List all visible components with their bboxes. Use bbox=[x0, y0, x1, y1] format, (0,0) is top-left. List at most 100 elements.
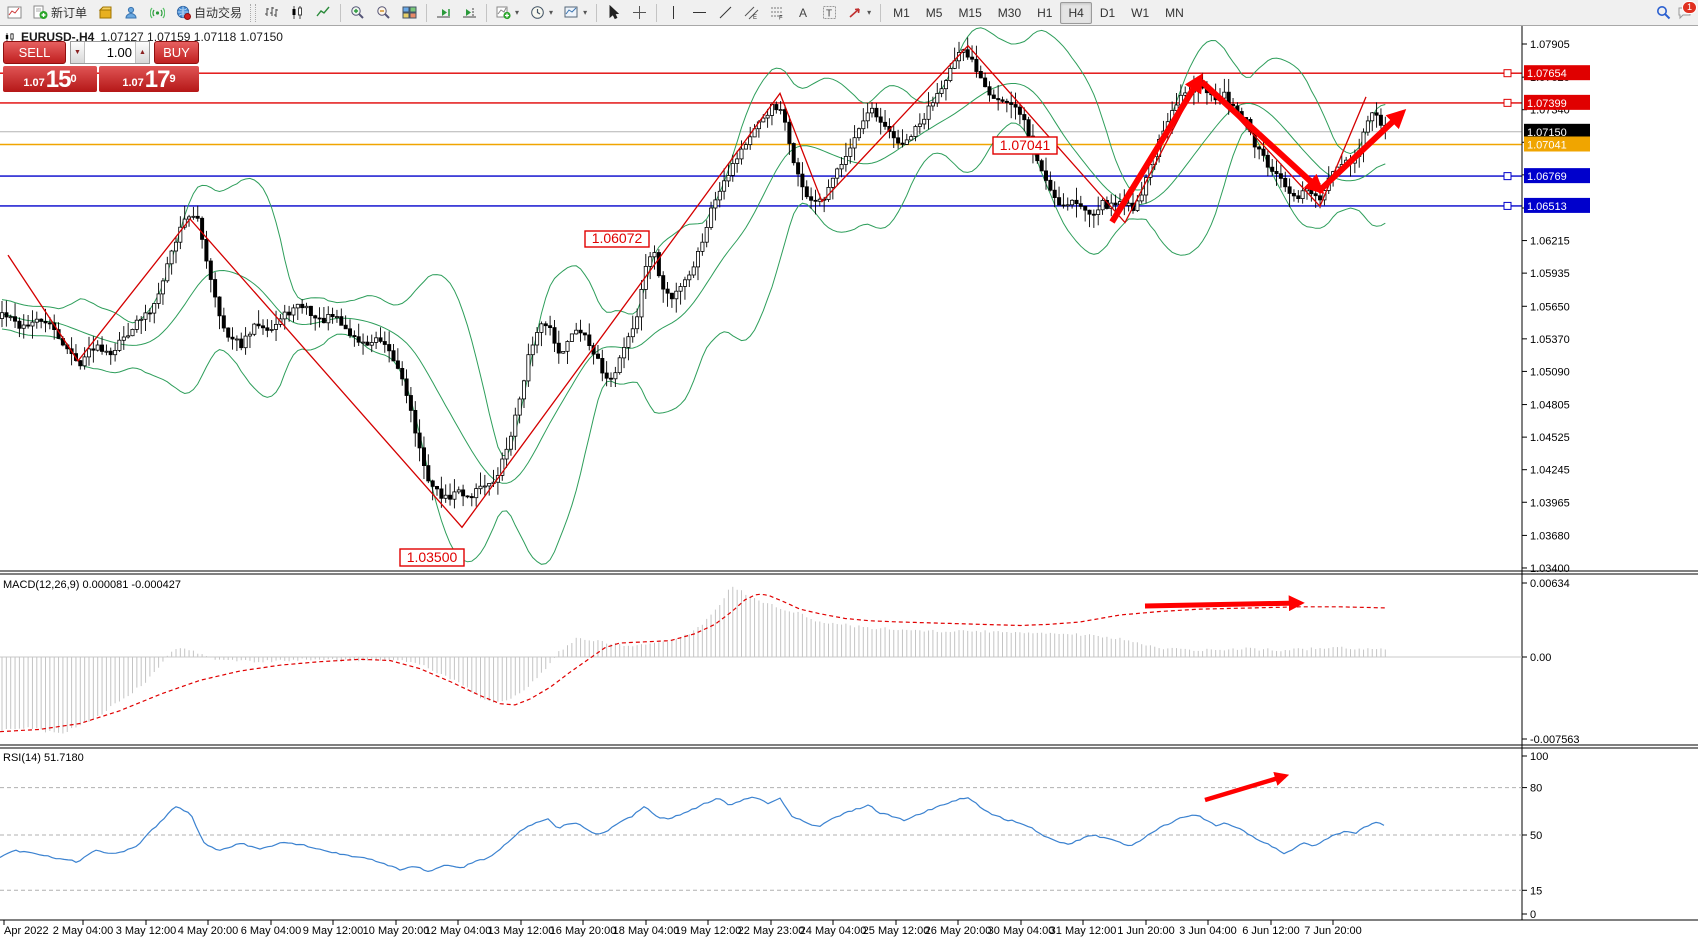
chat-badge: 1 bbox=[1681, 1, 1697, 14]
community-icon[interactable] bbox=[119, 3, 144, 23]
macd-pane: MACD(12,26,9) 0.000081 -0.000427 0.00634 0… bbox=[0, 578, 1580, 746]
volume-decrease-button[interactable]: ▼ bbox=[71, 42, 85, 63]
svg-text:0: 0 bbox=[1530, 909, 1536, 921]
price-levels bbox=[0, 72, 1522, 207]
svg-text:6 Jun 12:00: 6 Jun 12:00 bbox=[1242, 925, 1300, 937]
svg-text:1 Jun 20:00: 1 Jun 20:00 bbox=[1117, 925, 1175, 937]
indicators-icon[interactable]: ▾ bbox=[491, 3, 524, 23]
text-tool-icon[interactable]: A bbox=[791, 3, 816, 23]
timeframe-D1[interactable]: D1 bbox=[1099, 5, 1116, 20]
cursor-icon[interactable] bbox=[601, 3, 626, 23]
autotrading-icon bbox=[176, 5, 192, 20]
label-tool-icon[interactable]: T bbox=[817, 3, 842, 23]
one-click-trading-panel: SELL ▼ ▲ BUY 1.07 15 0 1.07 17 9 bbox=[3, 41, 199, 92]
svg-text:RSI(14) 51.7180: RSI(14) 51.7180 bbox=[3, 752, 84, 764]
svg-text:F: F bbox=[779, 16, 783, 21]
timeframe-M15[interactable]: M15 bbox=[958, 5, 982, 20]
channel-tool-icon[interactable]: E bbox=[739, 3, 764, 23]
timeframe-M1[interactable]: M1 bbox=[893, 5, 910, 20]
svg-text:1.04805: 1.04805 bbox=[1530, 400, 1570, 412]
market-icon[interactable] bbox=[93, 3, 118, 23]
periods-caret[interactable]: ▾ bbox=[549, 8, 554, 17]
indicators-caret[interactable]: ▾ bbox=[515, 8, 520, 17]
bar-chart-mode-icon[interactable] bbox=[259, 3, 284, 23]
timeframe-W1[interactable]: W1 bbox=[1131, 5, 1150, 20]
new-order-button[interactable]: 新订单 bbox=[28, 3, 92, 23]
svg-text:100: 100 bbox=[1530, 751, 1548, 763]
candlestick-mode-icon[interactable] bbox=[285, 3, 310, 23]
buy-button[interactable]: BUY bbox=[154, 41, 199, 64]
trend-arrows bbox=[1109, 73, 1407, 224]
autotrading-label: 自动交易 bbox=[194, 6, 243, 20]
svg-text:30 May 04:00: 30 May 04:00 bbox=[988, 925, 1055, 937]
auto-scroll-icon[interactable] bbox=[431, 3, 456, 23]
signals-icon[interactable] bbox=[145, 3, 170, 23]
svg-text:E: E bbox=[753, 15, 757, 20]
volume-increase-button[interactable]: ▲ bbox=[135, 42, 149, 63]
chart-shift-icon[interactable] bbox=[457, 3, 482, 23]
timeframe-H4[interactable]: H4 bbox=[1060, 1, 1092, 24]
search-icon[interactable] bbox=[1656, 5, 1671, 20]
svg-text:-0.007563: -0.007563 bbox=[1530, 734, 1580, 746]
timeframe-M5[interactable]: M5 bbox=[925, 5, 943, 20]
toolbar-separator bbox=[426, 3, 428, 22]
trendline-tool-icon[interactable] bbox=[713, 3, 738, 23]
svg-text:1.03965: 1.03965 bbox=[1530, 497, 1570, 509]
svg-text:31 May 12:00: 31 May 12:00 bbox=[1050, 925, 1117, 937]
timeframe-MN[interactable]: MN bbox=[1165, 5, 1184, 20]
svg-text:1.04525: 1.04525 bbox=[1530, 432, 1570, 444]
autotrading-button[interactable]: 自动交易 bbox=[171, 3, 247, 23]
time-axis: Apr 2022 2 May 04:00 3 May 12:00 4 May 20:0… bbox=[3, 920, 1362, 937]
toolbar-separator bbox=[880, 3, 882, 22]
volume-stepper: ▼ ▲ bbox=[70, 41, 150, 64]
rsi-pane: RSI(14) 51.7180 100 80 50 15 0 bbox=[0, 751, 1548, 921]
chart-title: EURUSD-,H4 1.07127 1.07159 1.07118 1.071… bbox=[4, 30, 283, 44]
buy-price-big: 17 bbox=[144, 66, 171, 93]
svg-text:1.07399: 1.07399 bbox=[1527, 98, 1567, 110]
svg-text:25 May 12:00: 25 May 12:00 bbox=[863, 925, 930, 937]
svg-text:1.07041: 1.07041 bbox=[1000, 137, 1051, 153]
arrows-caret[interactable]: ▾ bbox=[867, 8, 872, 17]
timeframe-H1[interactable]: H1 bbox=[1037, 5, 1053, 20]
svg-text:80: 80 bbox=[1530, 783, 1542, 795]
new-order-icon bbox=[33, 5, 48, 19]
zoom-in-icon[interactable] bbox=[345, 3, 370, 23]
templates-caret[interactable]: ▾ bbox=[583, 8, 588, 17]
tile-windows-icon[interactable] bbox=[397, 3, 422, 23]
sell-label: SELL bbox=[18, 45, 51, 60]
svg-text:1.03500: 1.03500 bbox=[407, 549, 458, 565]
timeframe-M30[interactable]: M30 bbox=[997, 5, 1022, 20]
ohlc-values: 1.07127 1.07159 1.07118 1.07150 bbox=[100, 30, 283, 44]
buy-quote[interactable]: 1.07 17 9 bbox=[99, 66, 199, 92]
svg-text:1.05935: 1.05935 bbox=[1530, 268, 1570, 280]
toolbar-grip bbox=[250, 3, 257, 22]
zoom-out-icon[interactable] bbox=[371, 3, 396, 23]
timeframe-group: M1 M5 M15 M30 H1 H4 D1 W1 MN bbox=[885, 1, 1192, 24]
volume-input[interactable] bbox=[85, 42, 135, 63]
svg-text:3 May 12:00: 3 May 12:00 bbox=[116, 925, 177, 937]
svg-text:1.04245: 1.04245 bbox=[1530, 465, 1570, 477]
fibonacci-tool-icon[interactable]: F bbox=[765, 3, 790, 23]
svg-text:1.03400: 1.03400 bbox=[1530, 563, 1570, 575]
svg-text:24 May 04:00: 24 May 04:00 bbox=[800, 925, 867, 937]
sell-button[interactable]: SELL bbox=[3, 41, 66, 64]
svg-text:1.07150: 1.07150 bbox=[1527, 127, 1567, 139]
candlesticks bbox=[0, 37, 1388, 509]
svg-text:19 May 12:00: 19 May 12:00 bbox=[675, 925, 742, 937]
new-order-label: 新订单 bbox=[51, 6, 88, 20]
horizontal-line-tool-icon[interactable] bbox=[687, 3, 712, 23]
line-chart-mode-icon[interactable] bbox=[311, 3, 336, 23]
sell-quote[interactable]: 1.07 15 0 bbox=[3, 66, 97, 92]
svg-text:1.03680: 1.03680 bbox=[1530, 530, 1570, 542]
vertical-line-tool-icon[interactable] bbox=[661, 3, 686, 23]
arrows-tool-icon[interactable]: ▾ bbox=[843, 3, 876, 23]
chat-icon[interactable]: 1 bbox=[1677, 1, 1697, 20]
chart-window-icon[interactable] bbox=[2, 3, 27, 23]
svg-text:MACD(12,26,9) 0.000081 -0.0004: MACD(12,26,9) 0.000081 -0.000427 bbox=[3, 579, 181, 591]
templates-icon[interactable]: ▾ bbox=[559, 3, 592, 23]
svg-text:T: T bbox=[826, 9, 832, 20]
periods-icon[interactable]: ▾ bbox=[525, 3, 558, 23]
toolbar-separator bbox=[656, 3, 658, 22]
crosshair-icon[interactable] bbox=[627, 3, 652, 23]
